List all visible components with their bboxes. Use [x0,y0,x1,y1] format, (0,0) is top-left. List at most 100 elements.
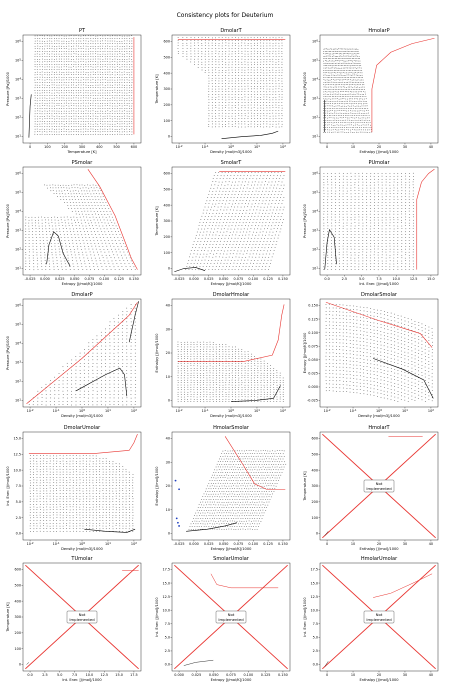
x-tick-label: 0.150 [278,542,288,546]
y-tick-label: 106 [312,38,318,43]
y-axis-label: Enthalpy [J/mol]/1000 [155,333,159,373]
y-tick-label: 12.5 [13,453,21,457]
x-tick-label: 0.025 [192,673,202,677]
x-tick-label: 101 [105,408,111,413]
y-tick-label: 103 [15,227,21,232]
y-tick-label: 200 [164,103,170,107]
x-tick-label: 0.000 [40,277,50,281]
y-tick-label: 7.5 [313,622,318,626]
x-tick-label: 10.0 [86,673,94,677]
x-tick-label: 0 [326,542,328,546]
y-tick-label: 101 [15,397,21,402]
y-axis-label: Entropy [J/mol/K]/1000 [303,332,307,374]
x-tick-label: 500 [113,145,119,149]
subplot-dmolart: DmolarT 10-2 10-1 100 101 102 0 100 200 300 400 500… [155,28,291,154]
y-tick-label: 10.0 [162,608,170,612]
y-tick-label: 105 [312,57,318,62]
x-tick-label: 10-2 [324,408,331,413]
marker-point [178,525,180,527]
plot-area [325,301,434,402]
plot-frame [22,298,142,408]
subplot-smolarumolar: SmolarUmolar 0.000 0.025 0.050 0.075 0.100 0.1… [155,556,291,682]
plot-area [28,35,135,138]
y-tick-label: 100 [164,119,170,123]
x-tick-label: 0.100 [99,277,109,281]
y-tick-label: 200 [15,631,21,635]
y-tick-label: 400 [164,203,170,207]
y-tick-label: 0.0 [165,663,170,667]
y-tick-label: 102 [312,246,318,251]
x-tick-label: 100 [79,408,85,413]
y-tick-label: 102 [15,378,21,383]
not-implemented-box [215,610,247,624]
y-tick-label: 0.050 [308,358,318,362]
x-tick-label: 0 [326,145,328,149]
phase-curve [174,267,206,273]
state-points [325,304,433,402]
highlight-curve [325,301,433,348]
x-axis-label: Density [mol/m3]/1000 [358,414,400,418]
y-tick-label: 5.0 [165,636,170,640]
x-tick-label: 10-1 [202,408,209,413]
y-tick-label: 103 [312,95,318,100]
y-tick-label: 2.5 [313,649,318,653]
plot-area [24,168,138,271]
x-tick-label: 0.050 [209,673,219,677]
phase-curve [230,385,281,402]
x-tick-label: 10 [351,542,355,546]
x-tick-label: 10.0 [393,277,401,281]
x-tick-label: 20 [377,673,381,677]
subplot-psmolar: PSmolar -0.025 0.000 0.025 0.050 0.075 0.100 0.… [6,160,142,286]
subplot-pumolar: PUmolar 0.0 2.5 5.0 7.5 10.0 12.5 15.0 101 102 103… [303,160,439,286]
y-tick-label: 2.5 [16,516,21,520]
x-tick-label: 0 [326,673,328,677]
plot-area [28,434,138,533]
y-tick-label: 600 [312,437,318,441]
y-tick-label: 400 [15,599,21,603]
x-tick-label: 0.125 [263,277,273,281]
plot-frame [319,298,439,408]
y-tick-label: 600 [15,568,21,572]
y-tick-label: 20 [166,351,170,355]
y-tick-label: 0.125 [308,317,318,321]
not-implemented-label: Not [79,612,86,617]
y-axis-label: Enthalpy [J/mol]/1000 [155,466,159,506]
not-implemented-label: Implemented [366,486,392,491]
y-tick-label: 5.0 [313,636,318,640]
not-implemented-label: Implemented [366,617,392,622]
x-axis-label: Enthalpy [J/mol]/1000 [359,678,399,682]
highlight-curve [87,168,138,270]
x-tick-label: 100 [79,541,85,546]
x-tick-label: 15.0 [115,673,123,677]
y-tick-label: 0.075 [308,344,318,348]
y-tick-label: 106 [15,170,21,175]
subplot-hmolarsmolar: HmolarSmolar -0.025 0.000 0.025 0.050 0.075 0.… [155,425,291,551]
state-points [323,48,372,133]
not-implemented-label: Implemented [69,617,95,622]
x-tick-label: 100 [44,145,50,149]
y-tick-label: 10 [166,508,170,512]
not-implemented-label: Not [228,612,235,617]
x-tick-label: 400 [96,145,102,149]
y-tick-label: 105 [15,189,21,194]
highlight-curve [26,302,138,404]
plot-area [323,37,435,133]
phase-curve [75,367,128,397]
y-tick-label: 101 [312,133,318,138]
y-tick-label: 0 [316,532,318,536]
subplot-dmolarsmolar: DmolarSmolar 10-2 10-1 100 101 102 -0.025 0.000… [303,292,439,418]
plot-frame [22,431,142,541]
x-tick-label: 102 [131,541,137,546]
y-tick-label: 10.0 [13,468,21,472]
highlight-curve [210,573,279,589]
y-tick-label: 500 [164,188,170,192]
x-tick-label: 5.0 [359,277,364,281]
not-implemented-box [363,610,395,624]
y-tick-label: 104 [15,76,21,81]
highlight-curve [371,37,435,133]
y-tick-label: 10.0 [310,608,318,612]
x-tick-label: 0.000 [189,277,199,281]
not-implemented-label: Not [376,481,383,486]
